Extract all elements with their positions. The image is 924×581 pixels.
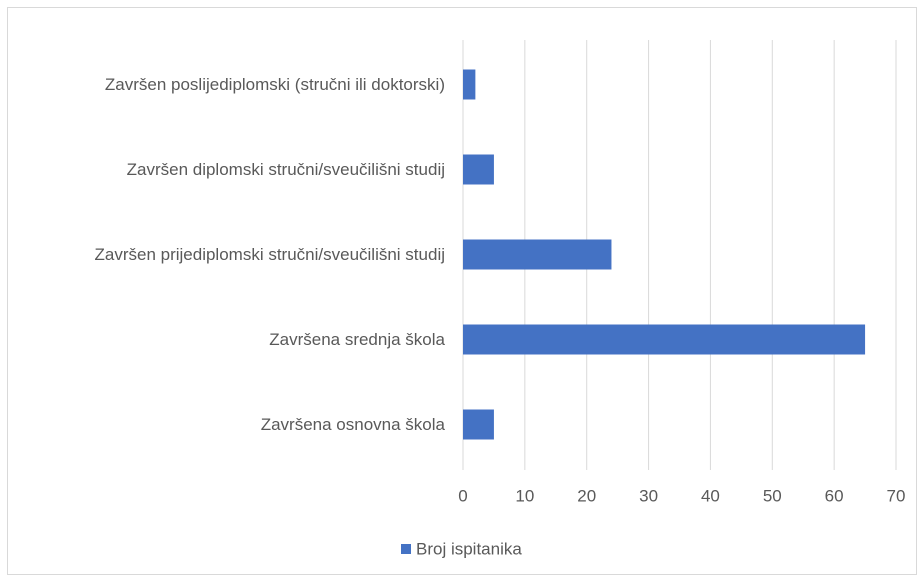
x-tick-label: 70 — [887, 486, 906, 505]
legend-swatch — [401, 544, 411, 554]
x-tick-label: 0 — [458, 486, 467, 505]
legend-label: Broj ispitanika — [416, 539, 522, 558]
bar — [463, 324, 866, 355]
y-tick-label: Završen prijediplomski stručni/sveučiliš… — [94, 244, 445, 264]
x-tick-label: 20 — [577, 486, 596, 505]
bar — [463, 409, 494, 440]
bar — [463, 154, 494, 185]
x-tick-label: 40 — [701, 486, 720, 505]
y-tick-label: Završena osnovna škola — [260, 414, 445, 434]
y-tick-label: Završen diplomski stručni/sveučilišni st… — [126, 159, 445, 179]
x-tick-label: 50 — [763, 486, 782, 505]
x-tick-label: 10 — [515, 486, 534, 505]
y-tick-label: Završen poslijediplomski (stručni ili do… — [104, 74, 445, 94]
x-tick-label: 60 — [825, 486, 844, 505]
chart-border — [7, 7, 917, 575]
y-tick-label: Završena srednja škola — [269, 329, 445, 349]
x-tick-label: 30 — [639, 486, 658, 505]
bar — [463, 239, 612, 270]
bar — [463, 69, 476, 100]
